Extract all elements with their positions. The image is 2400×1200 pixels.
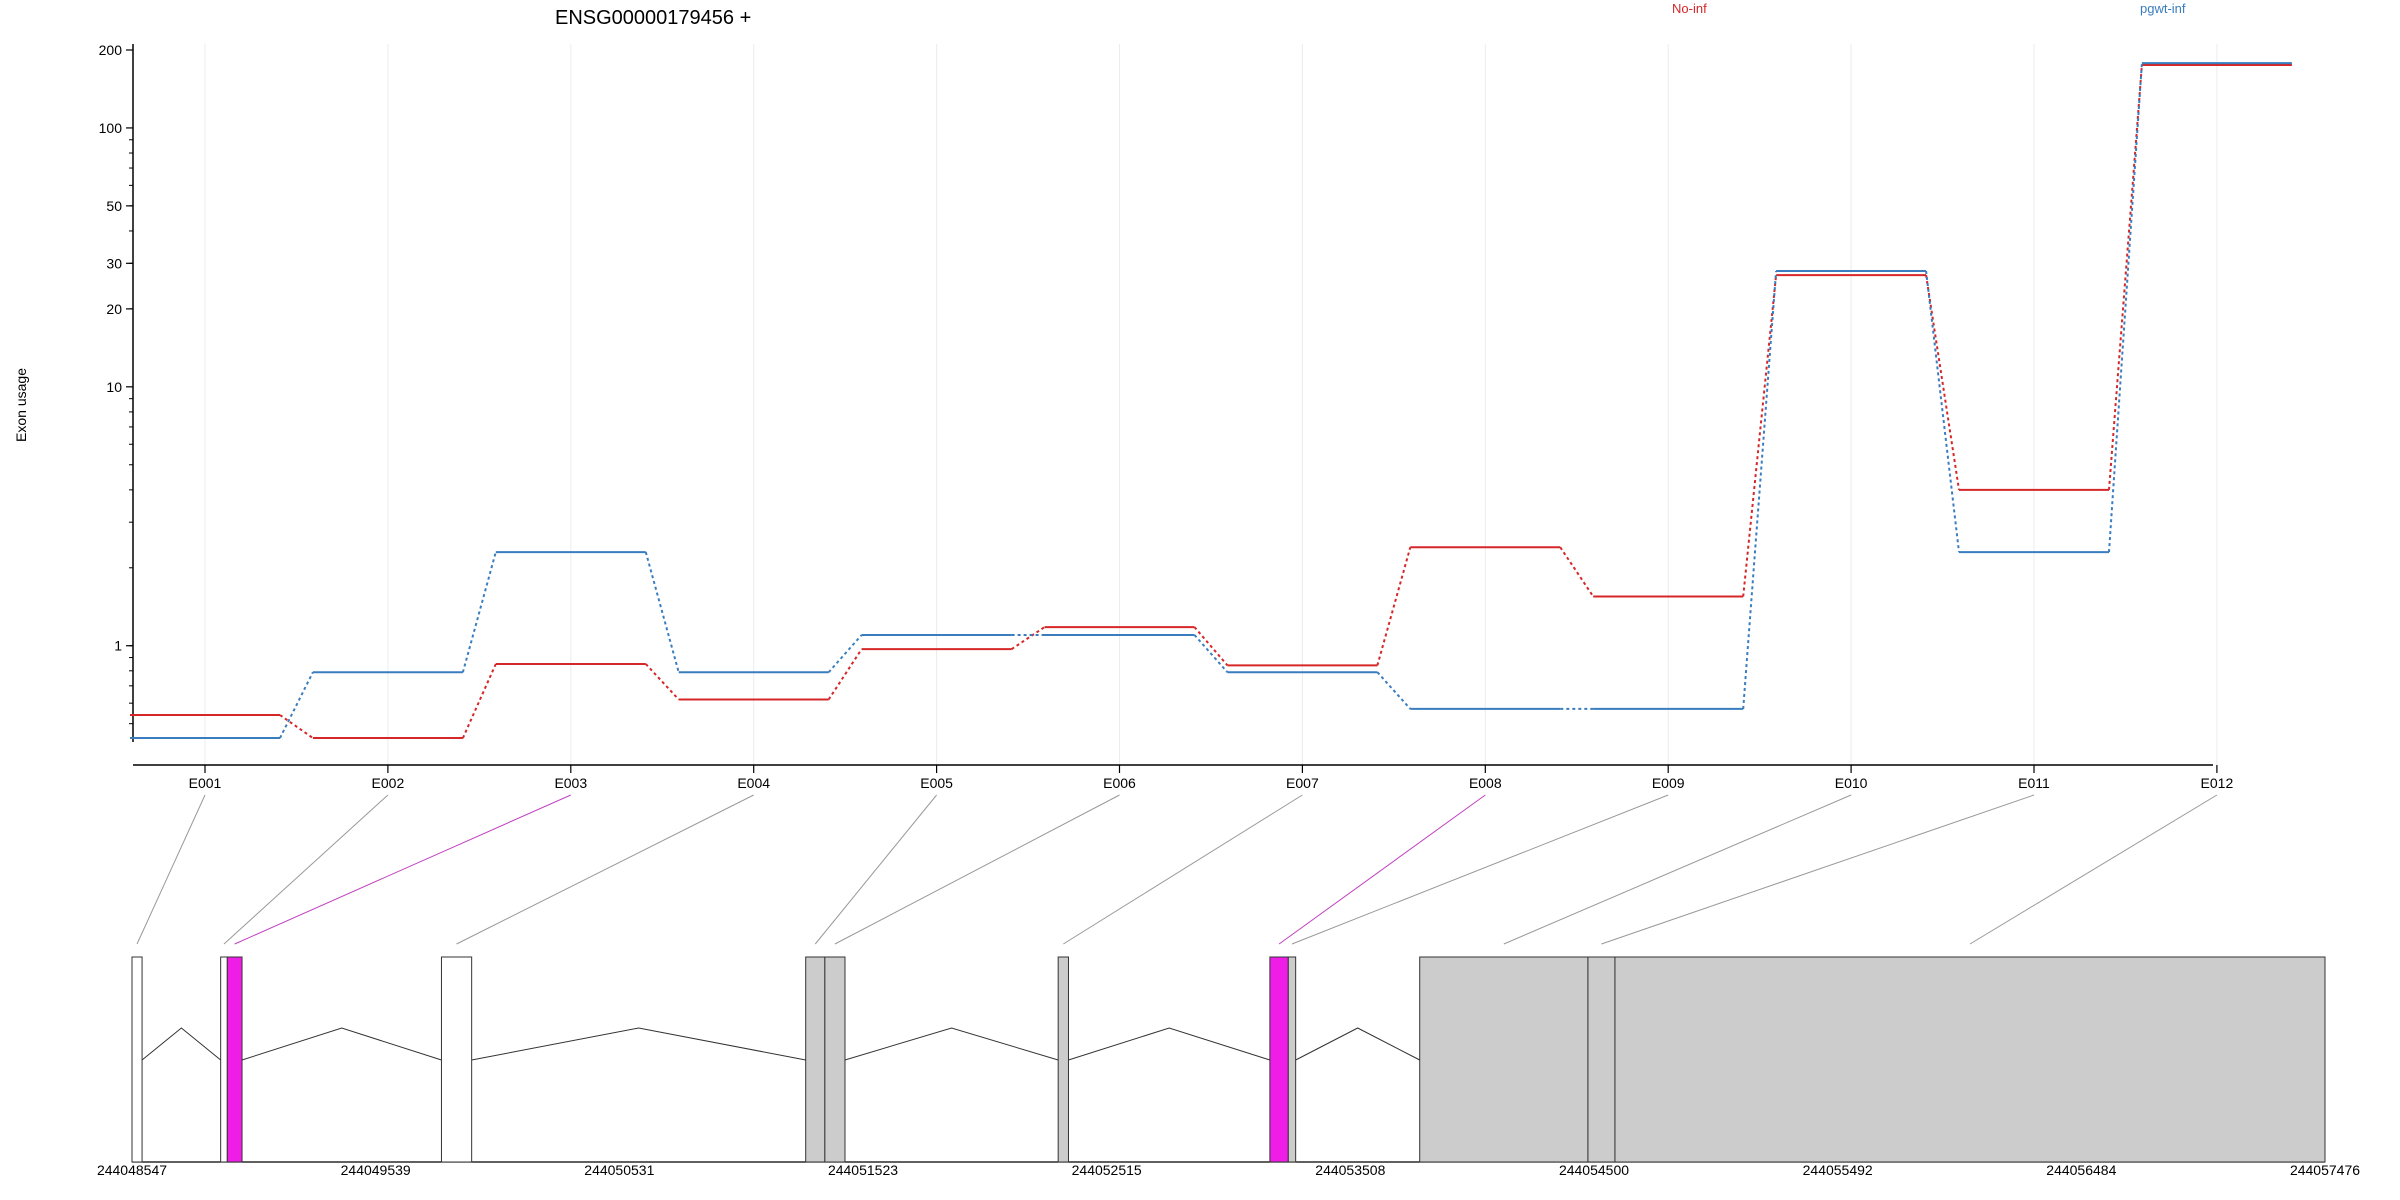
connector-e006 [834, 794, 1120, 945]
connector-e008 [1278, 794, 1486, 945]
coordinate-label: 244054500 [1559, 1162, 1629, 1178]
intron-4 [471, 1027, 806, 1061]
x-tick-label-e004: E004 [737, 775, 770, 791]
series-pgwt-inf-connector [279, 671, 314, 739]
series-pgwt-inf-connector [1742, 270, 1778, 710]
exon-box-e006 [824, 956, 846, 1163]
exon-box-e010 [1419, 956, 1589, 1163]
connector-e011 [1601, 794, 2035, 945]
exon-box-e011 [1587, 956, 1616, 1163]
series-pgwt-inf-connector [827, 634, 863, 673]
intron-3 [241, 1027, 442, 1061]
series-no-inf-connector [1925, 274, 1960, 491]
connector-e007 [1063, 794, 1303, 945]
coordinate-label: 244049539 [341, 1162, 411, 1178]
series-pgwt-inf-connector [461, 551, 497, 673]
connector-e004 [456, 794, 754, 945]
exon-connectors [136, 794, 2218, 945]
series-pgwt-inf-connector [2108, 63, 2143, 553]
exon-box-e005 [805, 956, 826, 1163]
series-pgwt-inf [130, 62, 2292, 740]
x-tick-label-e012: E012 [2201, 775, 2234, 791]
exon-box-e003 [226, 956, 243, 1163]
y-tick-label-30: 30 [106, 255, 122, 271]
y-axis-label: Exon usage [13, 368, 29, 442]
x-tick-label-e003: E003 [554, 775, 587, 791]
chart-title: ENSG00000179456 + [555, 7, 751, 29]
x-tick-label-e005: E005 [920, 775, 953, 791]
series-no-inf [130, 64, 2292, 740]
x-tick-label-e002: E002 [372, 775, 405, 791]
grid-lines [204, 44, 2218, 765]
coordinate-label: 244051523 [828, 1162, 898, 1178]
y-tick-label-20: 20 [106, 301, 122, 317]
coordinate-label: 244057476 [2290, 1162, 2360, 1178]
connector-e003 [234, 794, 572, 945]
series-no-inf-connector [1742, 275, 1778, 597]
legend-no-inf: No-inf [1672, 1, 1707, 16]
y-tick-label-1: 1 [114, 638, 122, 654]
exon-box-e008 [1269, 956, 1289, 1163]
series-no-inf-connector [1559, 546, 1595, 598]
y-axis: 1 10 20 30 50 100 200 [99, 42, 134, 742]
exon-box-e012 [1614, 956, 2326, 1163]
connector-e009 [1291, 794, 1669, 945]
connector-e002 [223, 794, 389, 945]
x-tick-label-e007: E007 [1286, 775, 1319, 791]
coordinate-label: 244053508 [1315, 1162, 1385, 1178]
y-tick-label-200: 200 [99, 42, 123, 58]
exon-box-e009 [1287, 956, 1297, 1163]
x-tick-label-e009: E009 [1652, 775, 1685, 791]
x-tick-label-e011: E011 [2018, 775, 2050, 791]
series-no-inf-connector [1376, 547, 1412, 666]
series-pgwt-inf-connector [1376, 671, 1412, 710]
x-tick-label-e010: E010 [1835, 775, 1868, 791]
exon-box-e002 [220, 956, 228, 1163]
series-pgwt-inf-connector [1193, 634, 1229, 673]
coordinate-label: 244056484 [2046, 1162, 2116, 1178]
x-tick-label-e006: E006 [1103, 775, 1136, 791]
exon-box-e007 [1057, 956, 1069, 1163]
intron-7 [1068, 1027, 1271, 1061]
series-no-inf-connector [645, 663, 680, 701]
connector-e010 [1503, 794, 1852, 945]
series-no-inf-connector [2108, 64, 2143, 490]
series-no-inf-connector [827, 648, 863, 701]
connector-e001 [136, 794, 206, 945]
exon-box-e004 [440, 956, 473, 1163]
series-no-inf-connector [1011, 626, 1046, 650]
legend-pgwt-inf: pgwt-inf [2140, 1, 2186, 16]
coordinate-label: 244050531 [584, 1162, 654, 1178]
connector-e012 [1969, 794, 2218, 945]
series-no-inf-connector [1193, 626, 1229, 666]
x-tick-label-e008: E008 [1469, 775, 1502, 791]
coordinate-label: 244055492 [1803, 1162, 1873, 1178]
intron-9 [1295, 1027, 1420, 1061]
series-no-inf-connector [461, 663, 497, 739]
series-pgwt-inf-connector [1925, 270, 1960, 553]
series-no-inf-connector [279, 714, 314, 739]
x-axis: E001 E002 E003 E004 E005 E006 E007 E008 E009 E010… [133, 764, 2234, 791]
exon-box-e001 [131, 956, 143, 1163]
y-tick-label-100: 100 [99, 120, 123, 136]
x-tick-label-e001: E001 [189, 775, 222, 791]
y-tick-label-10: 10 [106, 379, 122, 395]
intron-6 [844, 1027, 1059, 1061]
gene-model: 244048547 244049539 244050531 244051523 2440… [97, 956, 2360, 1178]
y-tick-label-50: 50 [106, 198, 122, 214]
coordinate-label: 244052515 [1072, 1162, 1142, 1178]
coordinate-label: 244048547 [97, 1162, 167, 1178]
connector-e005 [814, 794, 937, 945]
intron-1 [141, 1027, 221, 1061]
series-pgwt-inf-connector [644, 551, 680, 673]
series-layer [130, 62, 2292, 740]
